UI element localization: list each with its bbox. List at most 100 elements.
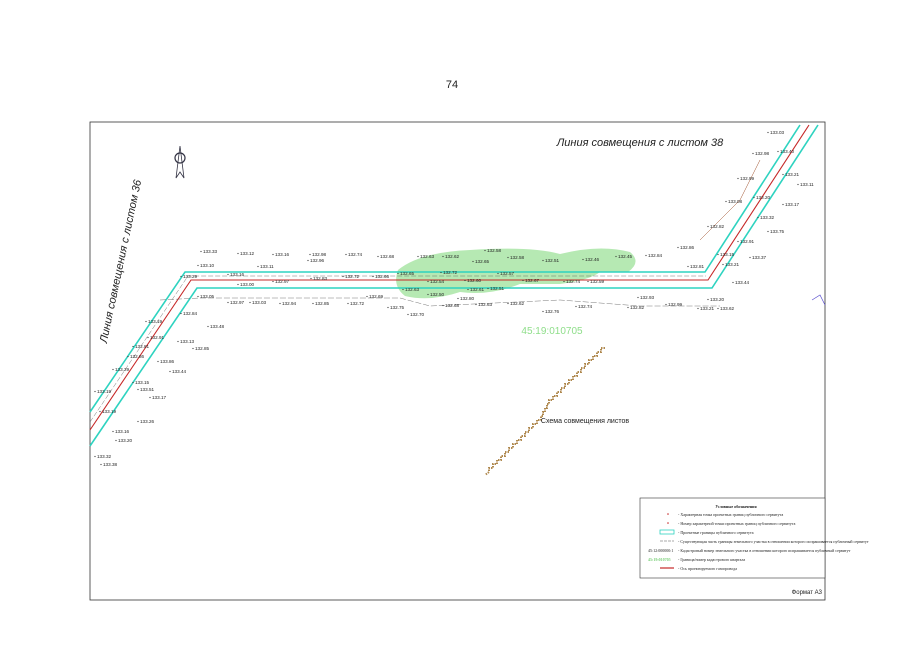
elevation: 133.17 [152,395,166,400]
point [767,230,769,233]
elevation: 132.51 [545,258,559,263]
point [180,275,182,278]
point [347,302,349,305]
elevation: 133.20 [710,297,724,302]
point [782,203,784,206]
point [145,320,147,323]
elevation: 132.81 [690,264,704,269]
elevation: 133.21 [785,172,799,177]
legend-swatch [659,529,675,535]
elevation: 133.20 [756,195,770,200]
elevation: 133.29 [183,274,197,279]
elevation: 132.63 [420,254,434,259]
point [645,254,647,257]
point [94,390,96,393]
elevation: 132.99 [740,176,754,181]
point [542,310,544,313]
sheet-link-left: Линия совмещения с листом 36 [98,178,145,345]
elevation: 133.37 [752,255,766,260]
elevation: 133.38 [103,462,117,467]
elevation: 133.32 [97,454,111,459]
point [309,253,311,256]
elevation: 133.44 [172,369,186,374]
elevation: 132.84 [183,311,197,316]
point [112,430,114,433]
elevation: 133.05 [200,294,214,299]
point [366,295,368,298]
format: Формат А3 [792,590,823,596]
elevation: 132.85 [315,301,329,306]
point [397,272,399,275]
elevation: 133.00 [240,282,254,287]
point [342,275,344,278]
elevation: 132.65 [400,271,414,276]
elevation: 132.86 [130,354,144,359]
elevation: 133.15 [720,252,734,257]
point [697,307,699,310]
point [627,306,629,309]
elevation: 133.26 [140,419,154,424]
elevation: 133.17 [785,202,799,207]
elevation: 133.44 [735,280,749,285]
elevation: 132.45 [618,254,632,259]
elevation: 133.03 [252,300,266,305]
point [207,325,209,328]
elevation: 133.51 [140,387,154,392]
elevation: 132.72 [443,270,457,275]
point [227,273,229,276]
point [200,250,202,253]
elevation: 132.58 [510,255,524,260]
point [497,272,499,275]
elevation: 132.98 [755,151,769,156]
point [615,255,617,258]
elevation: 132.70 [410,312,424,317]
point [237,252,239,255]
point [563,280,565,283]
point [782,173,784,176]
point [180,312,182,315]
elevation: 133.32 [760,215,774,220]
elevation: 133.16 [275,252,289,257]
elevation: 132.82 [710,224,724,229]
point [272,280,274,283]
elevation: 132.96 [310,258,324,263]
legend-title: Условные обозначения [715,504,757,509]
point [192,347,194,350]
elevation: 133.21 [725,262,739,267]
point [707,225,709,228]
corridor [89,124,826,447]
point [749,256,751,259]
point [147,336,149,339]
elevation: 132.58 [487,248,501,253]
elevation: 133.20 [118,438,132,443]
point [484,249,486,252]
frame [89,121,826,601]
elevation: 132.57 [500,271,514,276]
point [440,271,442,274]
point [725,200,727,203]
point [753,196,755,199]
point [442,255,444,258]
elevation: 133.16 [115,429,129,434]
elevation: 132.63 [405,287,419,292]
point [137,388,139,391]
elevation: 133.40 [780,149,794,154]
elevation: 133.16 [230,272,244,277]
point [472,260,474,263]
elevation: 133.19 [97,389,111,394]
green-area [396,248,636,299]
point [407,313,409,316]
elevation: 132.62 [445,254,459,259]
elevation: 133.10 [200,263,214,268]
elevation: 133.48 [210,324,224,329]
elevation: 132.86 [680,245,694,250]
legend-item: - Номер характерной точки проектных гран… [678,521,796,526]
point [127,355,129,358]
elevation: 132.67 [525,278,539,283]
legend: - Характерная точка проектных границ пуб… [648,512,869,571]
point [177,340,179,343]
elevation: 132.72 [345,274,359,279]
elevation: 133.08 [728,199,742,204]
